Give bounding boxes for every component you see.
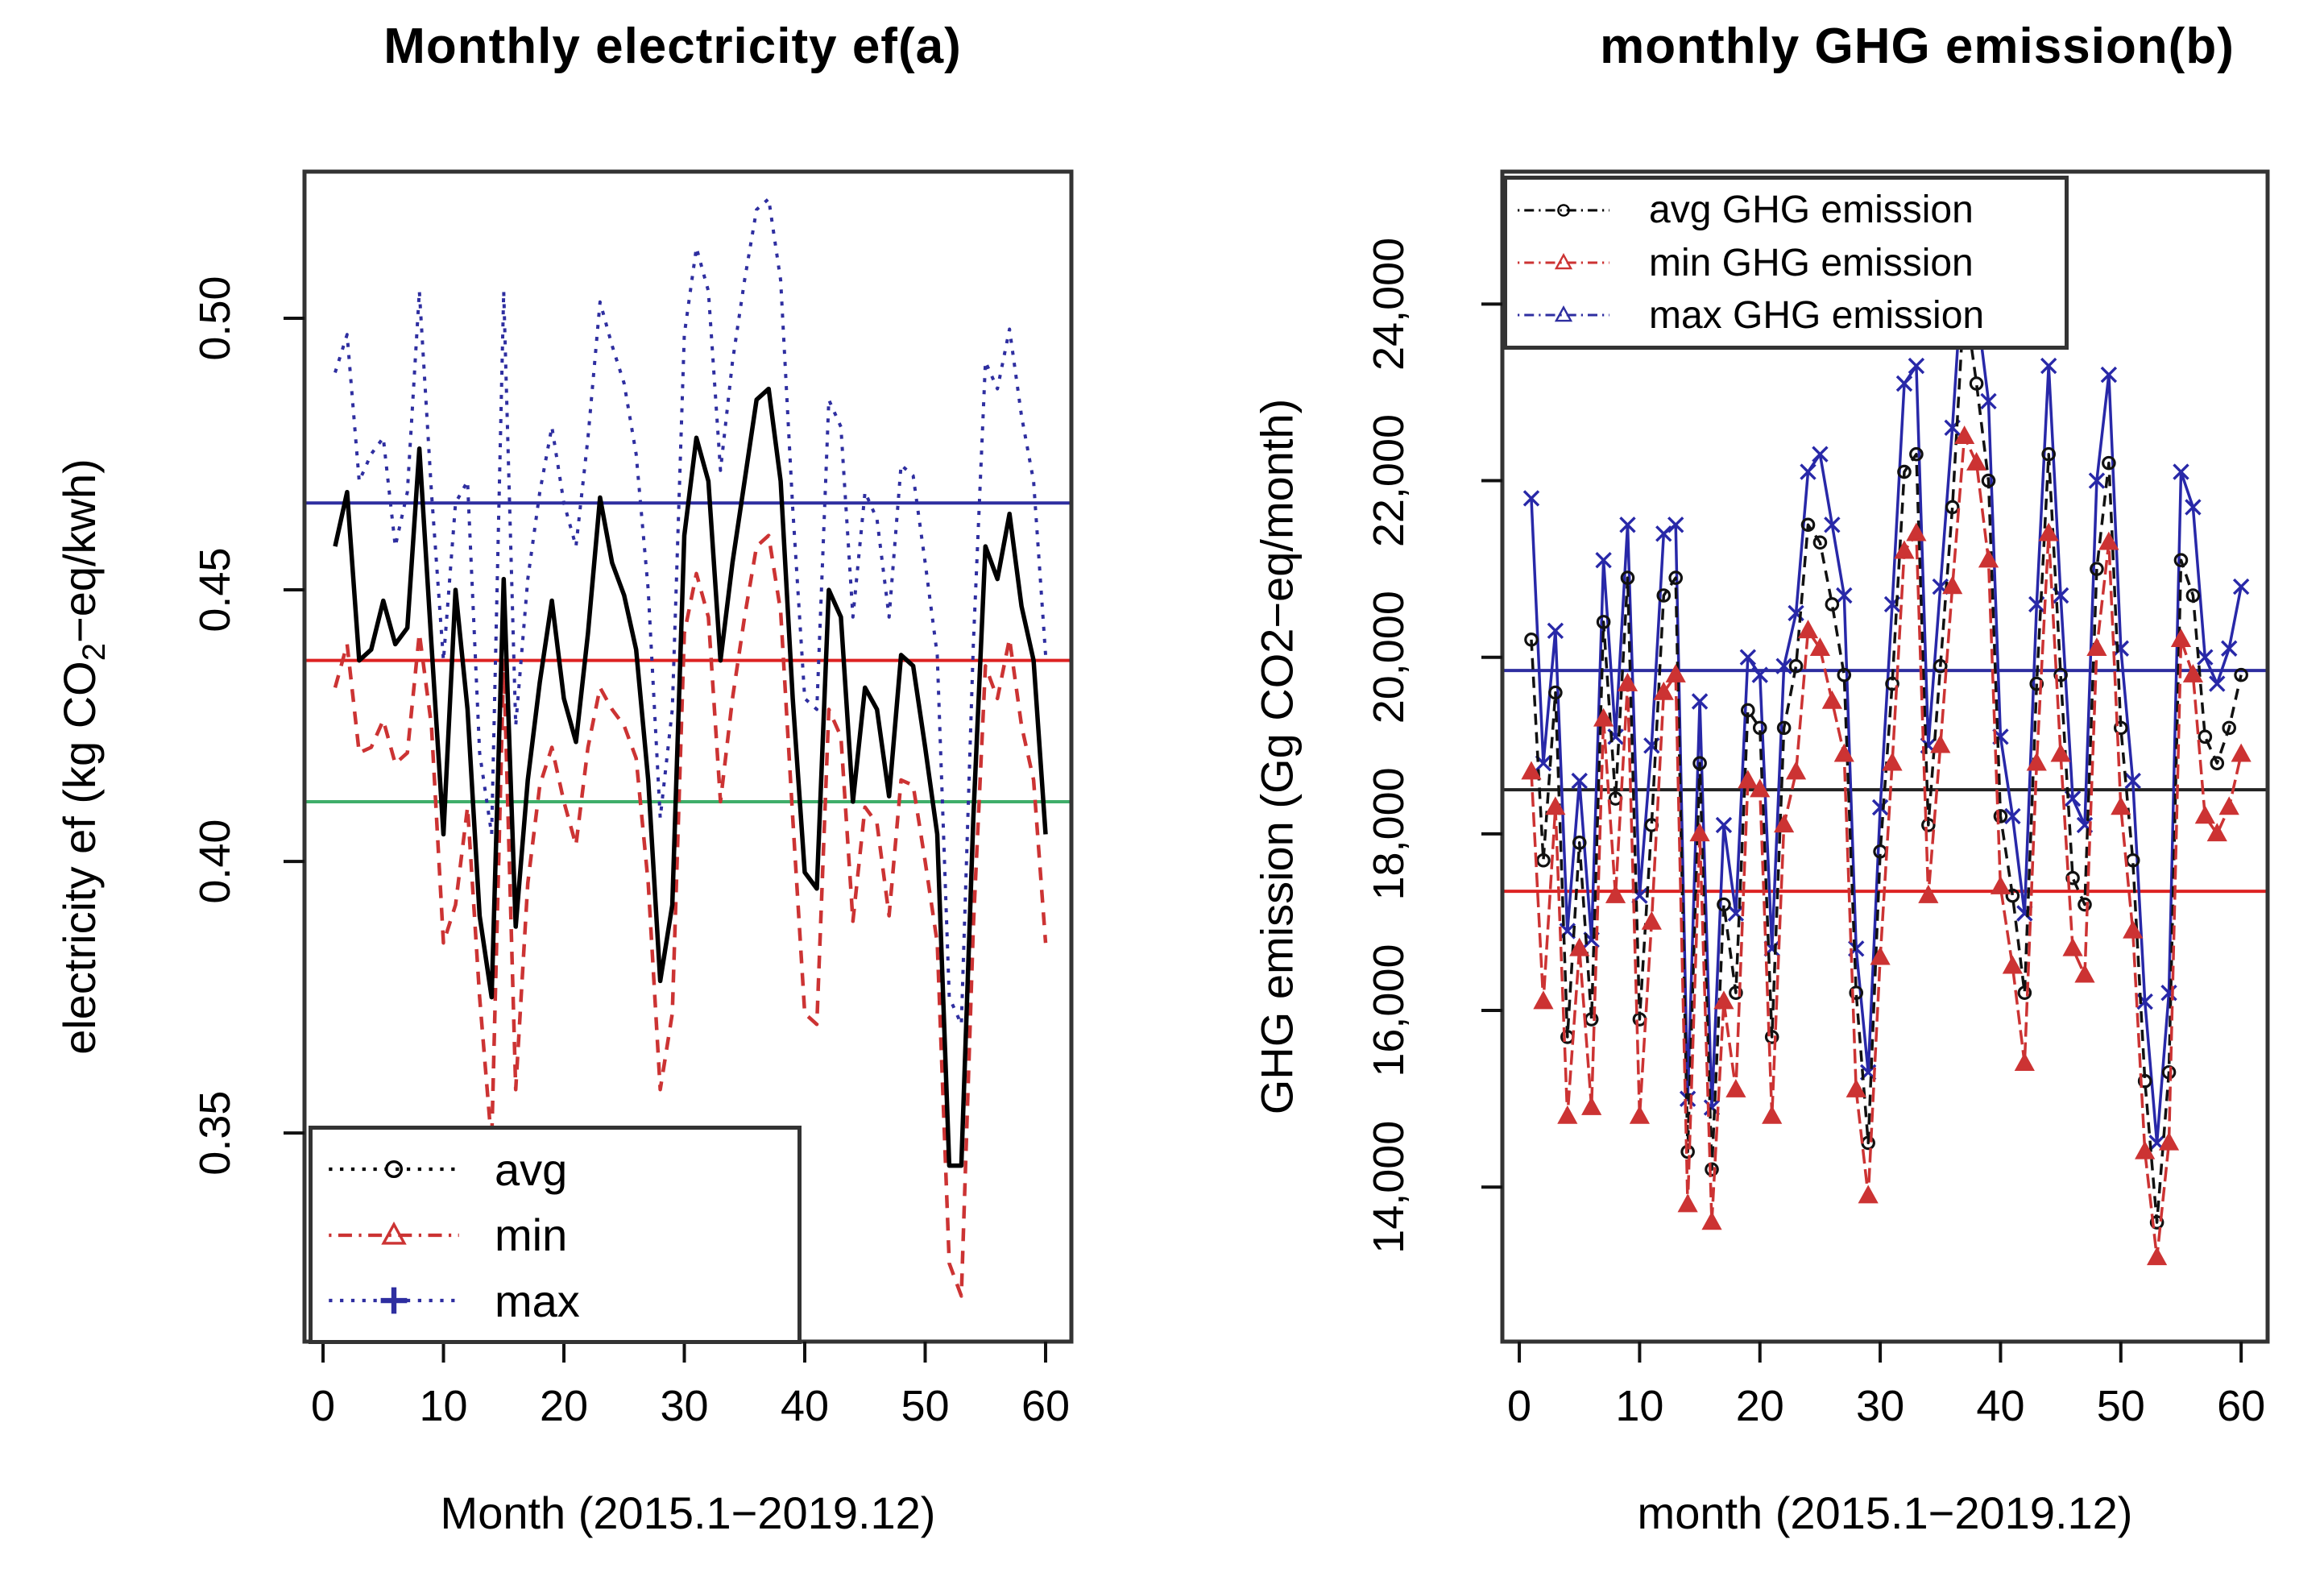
max-dotted-plus-icon bbox=[329, 1287, 459, 1314]
svg-text:40: 40 bbox=[1976, 1382, 2024, 1430]
svg-text:22,000: 22,000 bbox=[1365, 414, 1413, 547]
max-ghg-dashdot-triangle-icon bbox=[1518, 305, 1609, 322]
legend-item-min-ghg: min GHG emission bbox=[1515, 241, 2065, 285]
left-panel-title: Monthly electricity ef(a) bbox=[383, 19, 962, 74]
min-ghg-dashdot-triangle-icon bbox=[1518, 253, 1609, 270]
right-x-axis-label: month (2015.1−2019.12) bbox=[1637, 1487, 2133, 1538]
svg-text:60: 60 bbox=[2217, 1382, 2265, 1430]
svg-text:0: 0 bbox=[1507, 1382, 1531, 1430]
left-legend: avg min max bbox=[309, 1126, 802, 1344]
svg-text:50: 50 bbox=[2097, 1382, 2145, 1430]
avg-dotted-circle-icon bbox=[329, 1159, 459, 1179]
svg-text:14,000: 14,000 bbox=[1365, 1121, 1413, 1254]
svg-text:20: 20 bbox=[540, 1382, 588, 1430]
svg-text:0.50: 0.50 bbox=[191, 276, 239, 360]
legend-label-avg-ghg: avg GHG emission bbox=[1649, 189, 1974, 232]
svg-text:0.45: 0.45 bbox=[191, 547, 239, 632]
svg-text:50: 50 bbox=[901, 1382, 949, 1430]
min-dashdot-triangle-icon bbox=[329, 1221, 459, 1245]
svg-text:40: 40 bbox=[781, 1382, 829, 1430]
legend-label-min-ghg: min GHG emission bbox=[1649, 241, 1974, 284]
right-legend: avg GHG emission min GHG emission max GH… bbox=[1503, 176, 2069, 350]
svg-text:20: 20 bbox=[1736, 1382, 1784, 1430]
legend-item-max-ghg: max GHG emission bbox=[1515, 293, 2065, 338]
legend-label-max-ghg: max GHG emission bbox=[1649, 293, 1985, 337]
avg-ghg-dashdot-circle-icon bbox=[1518, 203, 1609, 217]
svg-text:10: 10 bbox=[419, 1382, 467, 1430]
legend-item-avg: avg bbox=[325, 1143, 797, 1196]
svg-text:0.35: 0.35 bbox=[191, 1091, 239, 1176]
svg-text:24,000: 24,000 bbox=[1365, 238, 1413, 371]
legend-item-avg-ghg: avg GHG emission bbox=[1515, 188, 2065, 232]
legend-item-max: max bbox=[325, 1275, 797, 1327]
svg-text:60: 60 bbox=[1021, 1382, 1070, 1430]
left-x-axis-label: Month (2015.1−2019.12) bbox=[440, 1487, 936, 1538]
svg-text:30: 30 bbox=[660, 1382, 708, 1430]
svg-text:0: 0 bbox=[311, 1382, 335, 1430]
svg-text:30: 30 bbox=[1856, 1382, 1904, 1430]
svg-text:16,000: 16,000 bbox=[1365, 944, 1413, 1077]
svg-text:10: 10 bbox=[1615, 1382, 1663, 1430]
legend-item-min: min bbox=[325, 1209, 797, 1261]
svg-text:18,000: 18,000 bbox=[1365, 767, 1413, 900]
legend-label-max: max bbox=[495, 1275, 580, 1326]
svg-text:20,000: 20,000 bbox=[1365, 591, 1413, 724]
svg-text:0.40: 0.40 bbox=[191, 819, 239, 904]
right-panel-title: monthly GHG emission(b) bbox=[1600, 19, 2235, 74]
legend-label-avg: avg bbox=[495, 1143, 568, 1195]
legend-label-min: min bbox=[495, 1209, 568, 1260]
